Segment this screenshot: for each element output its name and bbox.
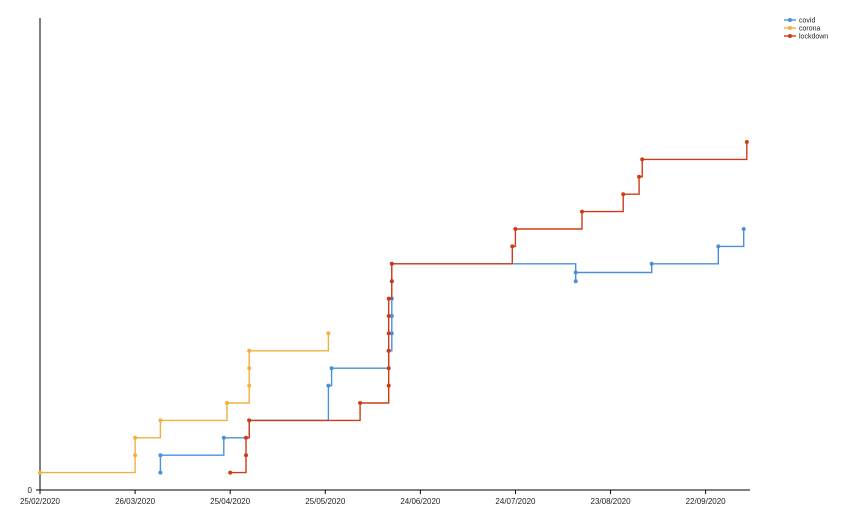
data-point-lockdown (580, 209, 584, 214)
data-point-lockdown (386, 348, 391, 353)
data-point-covid (741, 227, 746, 231)
y-tick-label: 0 (28, 486, 33, 495)
data-point-lockdown (510, 244, 515, 249)
data-point-lockdown (247, 418, 252, 423)
data-point-lockdown (386, 383, 391, 388)
data-point-lockdown (358, 401, 363, 405)
data-point-covid (329, 366, 334, 371)
legend-marker (788, 18, 792, 22)
data-point-covid (158, 453, 163, 458)
series-layer (38, 140, 749, 475)
x-tick-label: 24/06/2020 (400, 497, 441, 506)
x-tick-label: 25/02/2020 (20, 497, 61, 506)
data-point-covid (716, 244, 721, 249)
data-point-covid (389, 314, 394, 318)
data-point-corona (38, 470, 42, 475)
data-point-lockdown (386, 296, 391, 301)
series-line-lockdown (230, 142, 748, 474)
data-point-lockdown (621, 192, 626, 197)
data-point-lockdown (389, 279, 394, 284)
legend-item-covid: covid (784, 18, 815, 25)
series-lockdown (228, 140, 749, 475)
data-point-corona (326, 331, 331, 336)
data-point-corona (158, 418, 163, 423)
data-point-corona (225, 401, 229, 405)
x-tick-label: 22/09/2020 (686, 497, 727, 506)
x-tick-label: 25/04/2020 (210, 497, 251, 506)
legend-marker (788, 26, 792, 30)
data-point-lockdown (228, 470, 233, 475)
data-point-covid (158, 470, 163, 475)
data-point-lockdown (386, 314, 391, 318)
x-tick-label: 26/03/2020 (115, 497, 156, 506)
data-point-lockdown (244, 435, 248, 440)
legend-label: lockdown (799, 34, 828, 41)
data-point-covid (649, 261, 654, 266)
data-point-covid (326, 383, 331, 388)
data-point-lockdown (386, 331, 391, 336)
data-point-lockdown (244, 453, 248, 458)
x-tick-label: 23/08/2020 (591, 497, 632, 506)
data-point-lockdown (744, 140, 749, 144)
legend-item-lockdown: lockdown (784, 34, 828, 41)
series-line-corona (40, 333, 330, 474)
data-point-covid (573, 279, 578, 284)
axes: 25/02/2020 26/03/2020 25/04/2020 25/05/2020… (20, 18, 750, 506)
legend-item-corona: corona (784, 26, 821, 33)
x-tick-label: 25/05/2020 (305, 497, 346, 506)
data-point-lockdown (637, 174, 642, 179)
data-point-lockdown (386, 366, 391, 371)
data-point-covid (221, 435, 226, 440)
legend-label: corona (799, 26, 821, 33)
data-point-corona (133, 453, 138, 458)
data-point-covid (389, 331, 394, 336)
data-point-corona (133, 435, 138, 440)
data-point-lockdown (389, 261, 394, 266)
data-point-covid (573, 270, 578, 275)
series-corona (38, 331, 331, 475)
data-point-corona (247, 348, 252, 353)
data-point-corona (247, 383, 252, 388)
legend-label: covid (799, 18, 815, 25)
x-tick-label: 24/07/2020 (495, 497, 536, 506)
data-point-lockdown (513, 227, 518, 231)
data-point-corona (247, 366, 252, 371)
legend-marker (788, 34, 792, 38)
data-point-lockdown (640, 157, 645, 162)
